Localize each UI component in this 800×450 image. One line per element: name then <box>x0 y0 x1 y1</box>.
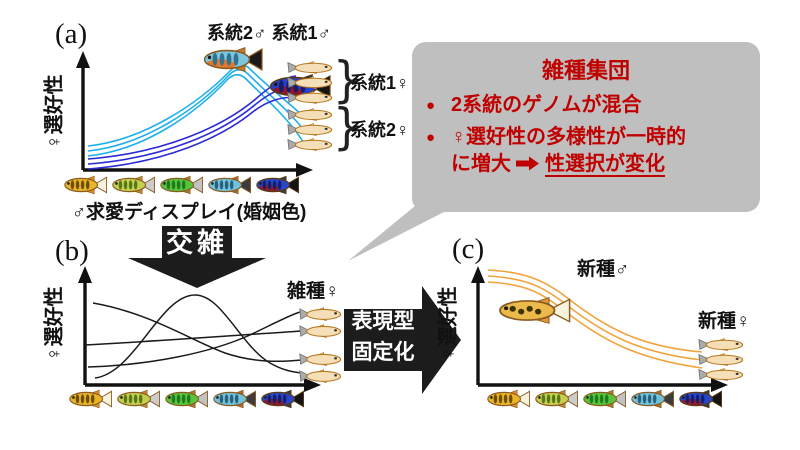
panel-b-plot <box>78 266 321 392</box>
panel-b-axes <box>78 266 321 392</box>
female-fish <box>286 60 333 75</box>
light-blue-male-fish <box>207 175 252 195</box>
female-fish <box>286 122 333 137</box>
panel-a-x-axis-label: ♂求愛ディスプレイ(婚姻色) <box>71 202 307 223</box>
dark-blue-male-fish <box>255 175 300 195</box>
fixation-arrow <box>344 286 461 394</box>
dark-blue-male-fish <box>678 389 723 409</box>
lineage-male-labels: 系統2♂ 系統1♂ <box>206 23 332 43</box>
callout-bullets: ● 2系統のゲノムが混合 ● ♀選好性の多様性が一時的 に増大 性選択が変化 <box>412 92 760 179</box>
bullet-2-line1: ♀選好性の多様性が一時的 <box>451 126 686 148</box>
fixation-arrow-label: 表現型 固定化 <box>344 306 422 368</box>
dark-blue-male-fish <box>260 389 305 409</box>
panel-a-label: (a) <box>55 18 88 50</box>
bullet-dot-icon: ● <box>426 129 436 146</box>
green-male-fish <box>582 389 627 409</box>
display-gradient-row-a <box>63 175 300 195</box>
green-male-fish <box>159 175 204 195</box>
lineage1-female-stack <box>286 60 333 105</box>
panel-a-plot <box>76 51 313 177</box>
lineage2-male-fish <box>202 46 264 73</box>
female-fish <box>298 323 342 339</box>
light-blue-male-fish <box>630 389 675 409</box>
new-species-male-fish <box>497 296 572 325</box>
hybridization-arrow <box>128 226 266 288</box>
bullet-2-underlined: 性選択が変化 <box>545 153 665 177</box>
callout-bullet-1: ● 2系統のゲノムが混合 <box>424 92 752 119</box>
new-species-female-stack <box>697 337 744 382</box>
yellow-green-male-fish <box>111 175 156 195</box>
female-fish <box>697 352 744 367</box>
lineage2-female-label: 系統2♀ <box>350 120 410 140</box>
female-fish <box>298 306 342 322</box>
female-fish <box>697 337 744 352</box>
hybridization-arrow-label: 交雑 <box>166 228 228 258</box>
female-fish <box>298 368 342 384</box>
female-fish <box>286 75 333 90</box>
fixation-label-line2: 固定化 <box>351 341 415 364</box>
yellow-green-male-fish <box>534 389 579 409</box>
yellow-green-male-fish <box>116 389 161 409</box>
rightwards-arrow-icon <box>516 152 540 179</box>
fixation-label-line1: 表現型 <box>351 310 415 333</box>
hybrid-female-label: 雑種♀ <box>287 281 340 302</box>
female-fish <box>286 90 333 105</box>
brace-lineage1: } <box>333 51 361 109</box>
callout-title: 雑種集団 <box>541 58 630 83</box>
hybrid-preference-curves <box>84 294 303 379</box>
gold-male-fish <box>63 175 108 195</box>
female-fish <box>298 351 342 367</box>
light-blue-male-fish <box>212 389 257 409</box>
brace-lineage2: } <box>333 98 361 156</box>
bullet-1-text: 2系統のゲノムが混合 <box>451 94 642 116</box>
panel-b-label: (b) <box>55 235 89 267</box>
panel-a-axes <box>76 51 313 177</box>
lineage2-female-stack <box>286 107 333 152</box>
bullet-dot-icon: ● <box>426 97 436 114</box>
green-male-fish <box>164 389 209 409</box>
panel-c-plot <box>471 266 728 392</box>
new-species-male-label: 新種♂ <box>577 259 630 280</box>
female-fish <box>286 137 333 152</box>
gold-male-fish <box>68 389 113 409</box>
hybrid-female-stack <box>298 306 342 385</box>
gold-male-fish <box>486 389 531 409</box>
callout-tail <box>348 206 446 261</box>
callout-bullet-2: ● ♀選好性の多様性が一時的 に増大 性選択が変化 <box>424 124 752 179</box>
lineage1-female-label: 系統1♀ <box>350 73 410 93</box>
female-fish <box>286 107 333 122</box>
bullet-2-text: ♀選好性の多様性が一時的 に増大 性選択が変化 <box>451 124 686 179</box>
hybrid-population-callout: 雑種集団 ● 2系統のゲノムが混合 ● ♀選好性の多様性が一時的 に増大 性選択が… <box>412 42 760 212</box>
panel-c-axes <box>471 266 728 392</box>
display-gradient-row-c <box>486 389 723 409</box>
new-species-female-label: 新種♀ <box>698 311 751 332</box>
panel-c-label: (c) <box>452 233 485 265</box>
female-fish <box>697 367 744 382</box>
display-gradient-row-b <box>68 389 305 409</box>
bullet-2-line2-pre: に増大 <box>451 153 511 175</box>
